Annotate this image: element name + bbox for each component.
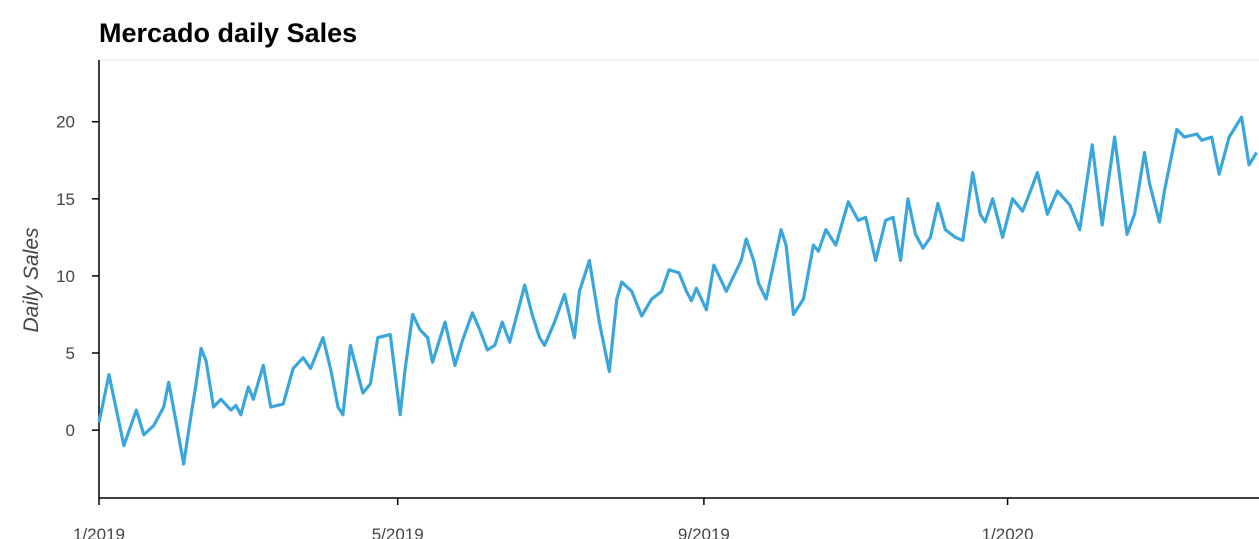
x-tick-label: 5/2019	[372, 525, 424, 539]
x-tick-label: 9/2019	[678, 525, 730, 539]
plot-frame	[98, 59, 1259, 499]
x-tick-label: 1/2019	[73, 525, 125, 539]
sales-line	[97, 115, 1258, 466]
y-tick-label: 5	[66, 344, 75, 363]
y-tick-label: 20	[56, 113, 75, 132]
x-tick-label: 1/2020	[982, 525, 1034, 539]
y-tick-label: 15	[56, 190, 75, 209]
y-axis-label: Daily Sales	[20, 227, 43, 333]
y-tick-label: 10	[56, 267, 75, 286]
chart-title: Mercado daily Sales	[99, 18, 357, 48]
y-tick-label: 0	[66, 421, 75, 440]
